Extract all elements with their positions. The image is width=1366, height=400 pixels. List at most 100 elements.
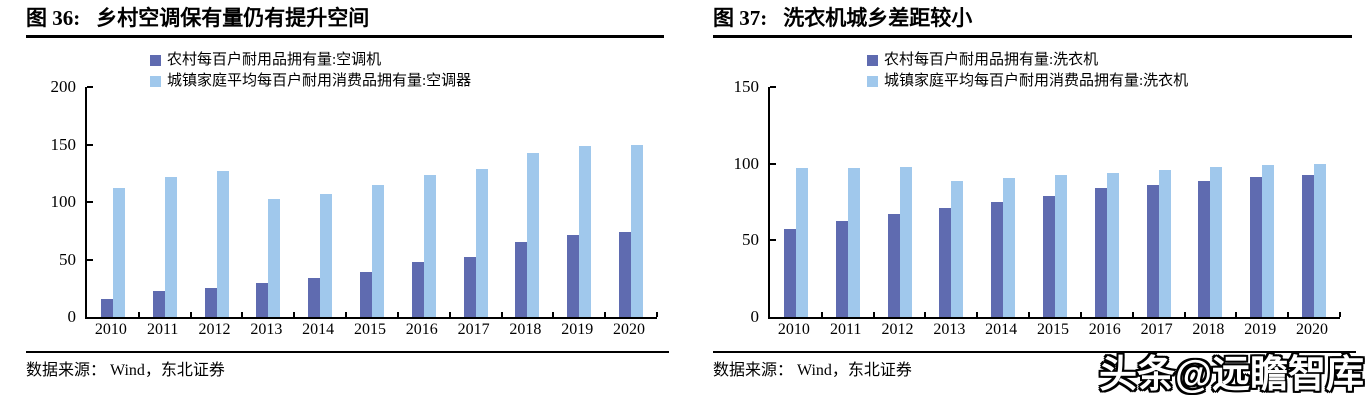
- x-axis-label: 2020: [613, 321, 646, 338]
- bar: [1250, 176, 1263, 317]
- bar: [1146, 184, 1159, 317]
- x-axis-label: 2020: [1296, 321, 1329, 338]
- bar-group: [874, 166, 926, 317]
- x-axis-tick: [396, 312, 399, 317]
- y-axis-tick: [87, 86, 93, 88]
- watermark: 头条@远瞻智库: [1098, 354, 1364, 396]
- x-axis-labels: 2010 2011 2012 2013 2014 2015 2016 2017 2018 2019…: [768, 321, 1338, 339]
- bar: [1210, 167, 1223, 317]
- plot-area: [768, 86, 1341, 319]
- bar: [1158, 170, 1171, 317]
- x-axis-label: 2014: [302, 321, 335, 338]
- y-axis-tick: [87, 258, 93, 261]
- legend-item: 农村每百户耐用品拥有量:空调机: [150, 51, 471, 70]
- legend-label: 城镇家庭平均每百户耐用消费品拥有量:空调器: [167, 73, 472, 89]
- x-axis-tick: [1131, 312, 1134, 317]
- bar-group: [191, 171, 243, 317]
- plot-area: [85, 86, 658, 319]
- data-source: 数据来源： Wind，东北证券: [713, 351, 1356, 381]
- figure-36-panel: 图 36: 乡村空调保有量仍有提升空间 农村每百户耐用品拥有量:空调机 城镇家庭平…: [26, 6, 669, 379]
- bar: [256, 282, 269, 317]
- bars: [770, 87, 1340, 317]
- bar-group: [1288, 163, 1340, 317]
- bar-group: [294, 193, 346, 317]
- y-axis-tick: [87, 201, 93, 203]
- x-axis-label: 2018: [1192, 321, 1225, 338]
- bar: [112, 188, 125, 317]
- bar: [164, 176, 177, 317]
- x-axis-tick: [976, 312, 979, 317]
- legend-swatch-icon: [867, 76, 878, 87]
- legend-swatch-icon: [867, 55, 878, 66]
- x-axis-tick: [1028, 312, 1031, 317]
- x-axis-tick: [872, 312, 875, 317]
- x-axis-tick: [137, 312, 140, 317]
- x-axis-label: 2016: [1088, 321, 1121, 338]
- x-axis-label: 2012: [881, 321, 914, 338]
- bar: [411, 262, 424, 317]
- y-axis-label: 200: [50, 77, 77, 96]
- bar: [795, 168, 808, 317]
- bar: [783, 229, 796, 317]
- bar: [1198, 181, 1211, 317]
- x-axis-label: 2013: [933, 321, 966, 338]
- figure-37-panel: 图 37: 洗衣机城乡差距较小 农村每百户耐用品拥有量:洗衣机 城镇家庭平均每百户…: [683, 0, 1366, 400]
- bar: [1003, 177, 1016, 317]
- bar: [371, 185, 384, 317]
- bar: [951, 181, 964, 317]
- x-axis-tick: [1079, 312, 1082, 317]
- x-axis-labels: 2010 2011 2012 2013 2014 2015 2016 2017 2018 2019…: [85, 321, 655, 339]
- x-axis-tick: [924, 312, 927, 317]
- y-axis-label: 50: [742, 230, 759, 250]
- x-axis-tick: [820, 312, 823, 317]
- bar-group: [1133, 170, 1185, 317]
- bar: [152, 291, 165, 317]
- legend-label: 农村每百户耐用品拥有量:洗衣机: [884, 52, 1099, 68]
- x-axis-tick: [241, 312, 244, 317]
- x-axis-label: 2015: [1036, 321, 1069, 338]
- bars: [87, 87, 657, 317]
- x-axis-tick: [604, 312, 607, 317]
- bar: [463, 256, 476, 317]
- bar-group: [242, 199, 294, 317]
- y-axis-tick: [770, 239, 776, 242]
- bar: [320, 193, 333, 317]
- x-axis-label: 2011: [830, 321, 862, 338]
- bar-group: [977, 177, 1029, 317]
- bar: [1042, 196, 1055, 317]
- x-axis-label: 2012: [198, 321, 231, 338]
- bar-group: [553, 146, 605, 317]
- bar: [1262, 164, 1275, 317]
- legend-swatch-icon: [150, 55, 161, 66]
- x-axis-tick: [448, 312, 451, 317]
- bar: [899, 166, 912, 317]
- y-axis-label: 150: [50, 134, 77, 154]
- x-axis-label: 2011: [147, 321, 179, 338]
- bar-group: [1081, 172, 1133, 317]
- y-axis-tick: [87, 143, 93, 146]
- x-axis-label: 2013: [250, 321, 283, 338]
- y-axis-label: 50: [59, 249, 76, 269]
- chart-area: 农村每百户耐用品拥有量:洗衣机 城镇家庭平均每百户耐用消费品拥有量:洗衣机 201…: [683, 38, 1366, 351]
- bar-group: [1029, 175, 1081, 317]
- bar: [1314, 163, 1327, 317]
- x-axis-label: 2019: [561, 321, 594, 338]
- legend: 农村每百户耐用品拥有量:洗衣机 城镇家庭平均每百户耐用消费品拥有量:洗衣机: [867, 51, 1188, 91]
- bar: [939, 207, 952, 317]
- legend-label: 农村每百户耐用品拥有量:空调机: [167, 52, 382, 68]
- legend: 农村每百户耐用品拥有量:空调机城镇家庭平均每百户耐用消费品拥有量:空调器: [150, 51, 471, 91]
- bar-group: [605, 144, 657, 317]
- figure-37-header: 图 37: 洗衣机城乡差距较小: [713, 0, 1352, 38]
- y-axis-label: 100: [733, 153, 760, 173]
- y-axis-label: 0: [67, 307, 77, 326]
- bar: [216, 171, 229, 317]
- bar: [1054, 175, 1067, 317]
- bar: [991, 202, 1004, 317]
- x-axis-label: 2017: [457, 321, 490, 338]
- bar: [835, 221, 848, 317]
- x-axis-label: 2010: [94, 321, 127, 338]
- x-axis-tick: [656, 312, 658, 317]
- bar-group: [770, 168, 822, 317]
- bar-group: [502, 153, 554, 317]
